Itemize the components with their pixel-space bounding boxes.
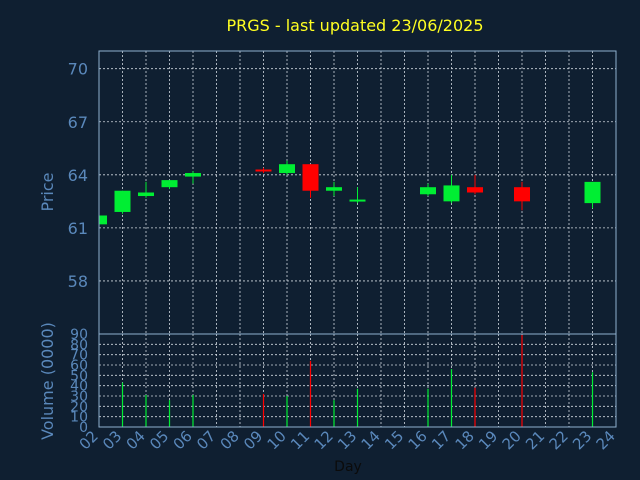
price-tick-label: 70 [68, 60, 88, 79]
candle [114, 190, 131, 214]
volume-bars [121, 335, 594, 427]
candle [326, 181, 342, 197]
candle [255, 167, 272, 174]
volume-tick-label: 50 [70, 368, 88, 384]
candle-body [584, 181, 601, 204]
candle-body [185, 173, 201, 177]
volume-tick-label: 70 [70, 348, 88, 364]
candle-body [114, 190, 131, 212]
candle [98, 213, 107, 227]
candle-body [349, 199, 366, 202]
candle-body [138, 192, 154, 197]
candle-body [255, 169, 272, 172]
candle-body [302, 164, 319, 191]
volume-tick-label: 40 [70, 379, 88, 395]
candlesticks [98, 160, 601, 227]
x-tick-labels: 0203040506070809101112131415161718192021… [76, 427, 619, 453]
candle [185, 171, 201, 184]
volume-tick-label: 80 [70, 337, 88, 353]
price-tick-label: 64 [68, 166, 88, 185]
volume-tick-label: 0 [79, 420, 88, 436]
volume-axis-label: Volume (0000) [38, 322, 57, 440]
volume-tick-label: 60 [70, 358, 88, 374]
candle [279, 160, 295, 175]
candle [161, 180, 178, 189]
candle-body [420, 187, 436, 195]
candle-body [467, 187, 483, 193]
volume-tick-label: 30 [70, 389, 88, 405]
price-tick-label: 61 [68, 219, 88, 238]
candle [514, 181, 530, 211]
price-axis-label: Price [38, 172, 57, 211]
volume-tick-label: 10 [70, 410, 88, 426]
volume-tick-label: 20 [70, 399, 88, 415]
candle [443, 174, 460, 204]
x-axis-label: Day [334, 459, 362, 475]
candle-body [326, 187, 342, 191]
candle-body [99, 215, 107, 225]
candle [349, 187, 366, 204]
candle [467, 174, 483, 195]
candle-body [279, 164, 295, 174]
price-y-tick-labels: 58 61 64 67 70 [68, 60, 88, 291]
candle-body [514, 187, 530, 202]
candle [302, 164, 319, 198]
price-tick-label: 67 [68, 113, 88, 132]
candle [420, 183, 436, 197]
volume-panel-frame [98, 333, 617, 428]
candle [138, 181, 154, 198]
candle [584, 181, 601, 209]
price-tick-label: 58 [68, 272, 88, 291]
chart-title: PRGS - last updated 23/06/2025 [226, 16, 483, 35]
candle-body [161, 180, 178, 188]
volume-tick-label: 90 [70, 327, 88, 343]
candle-body [443, 185, 460, 202]
